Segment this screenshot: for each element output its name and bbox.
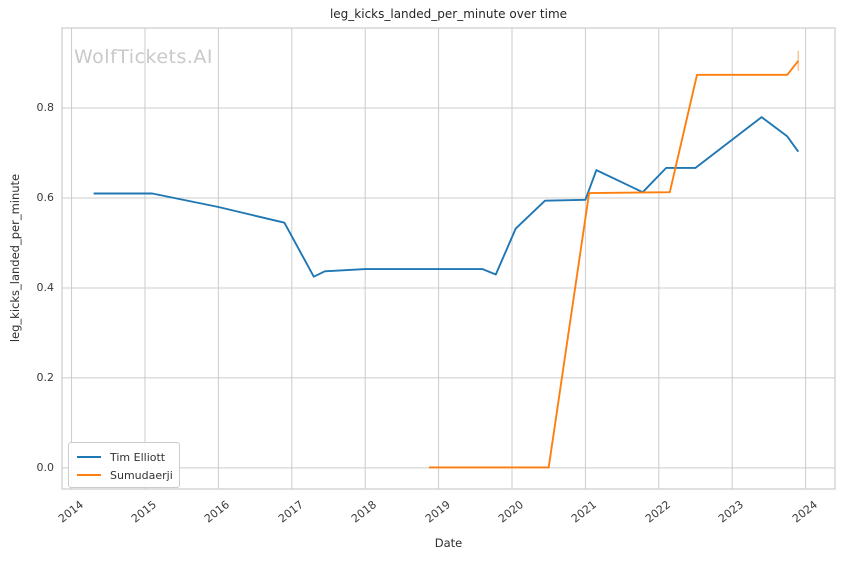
y-tick-label: 0.6 xyxy=(36,191,55,204)
legend-label: Tim Elliott xyxy=(110,450,166,464)
legend-item: Sumudaerji xyxy=(77,467,173,483)
legend-line-swatch-blue xyxy=(77,456,101,458)
y-tick-label: 0.8 xyxy=(36,101,55,115)
y-tick-label: 0.2 xyxy=(36,370,55,384)
y-tick-label: 0.4 xyxy=(36,280,55,294)
watermark: WolfTickets.AI xyxy=(74,46,214,68)
x-axis-label: Date xyxy=(434,536,463,550)
legend-label: Sumudaerji xyxy=(110,468,173,482)
y-tick-label: 0.0 xyxy=(36,460,55,474)
legend: Tim Elliott Sumudaerji xyxy=(68,442,180,488)
series-line xyxy=(93,116,800,278)
plot-frame xyxy=(61,27,836,490)
legend-line-swatch-orange xyxy=(77,474,101,476)
legend-item: Tim Elliott xyxy=(77,449,171,465)
chart-title: leg_kicks_landed_per_minute over time xyxy=(329,7,568,21)
series-line xyxy=(429,60,800,469)
